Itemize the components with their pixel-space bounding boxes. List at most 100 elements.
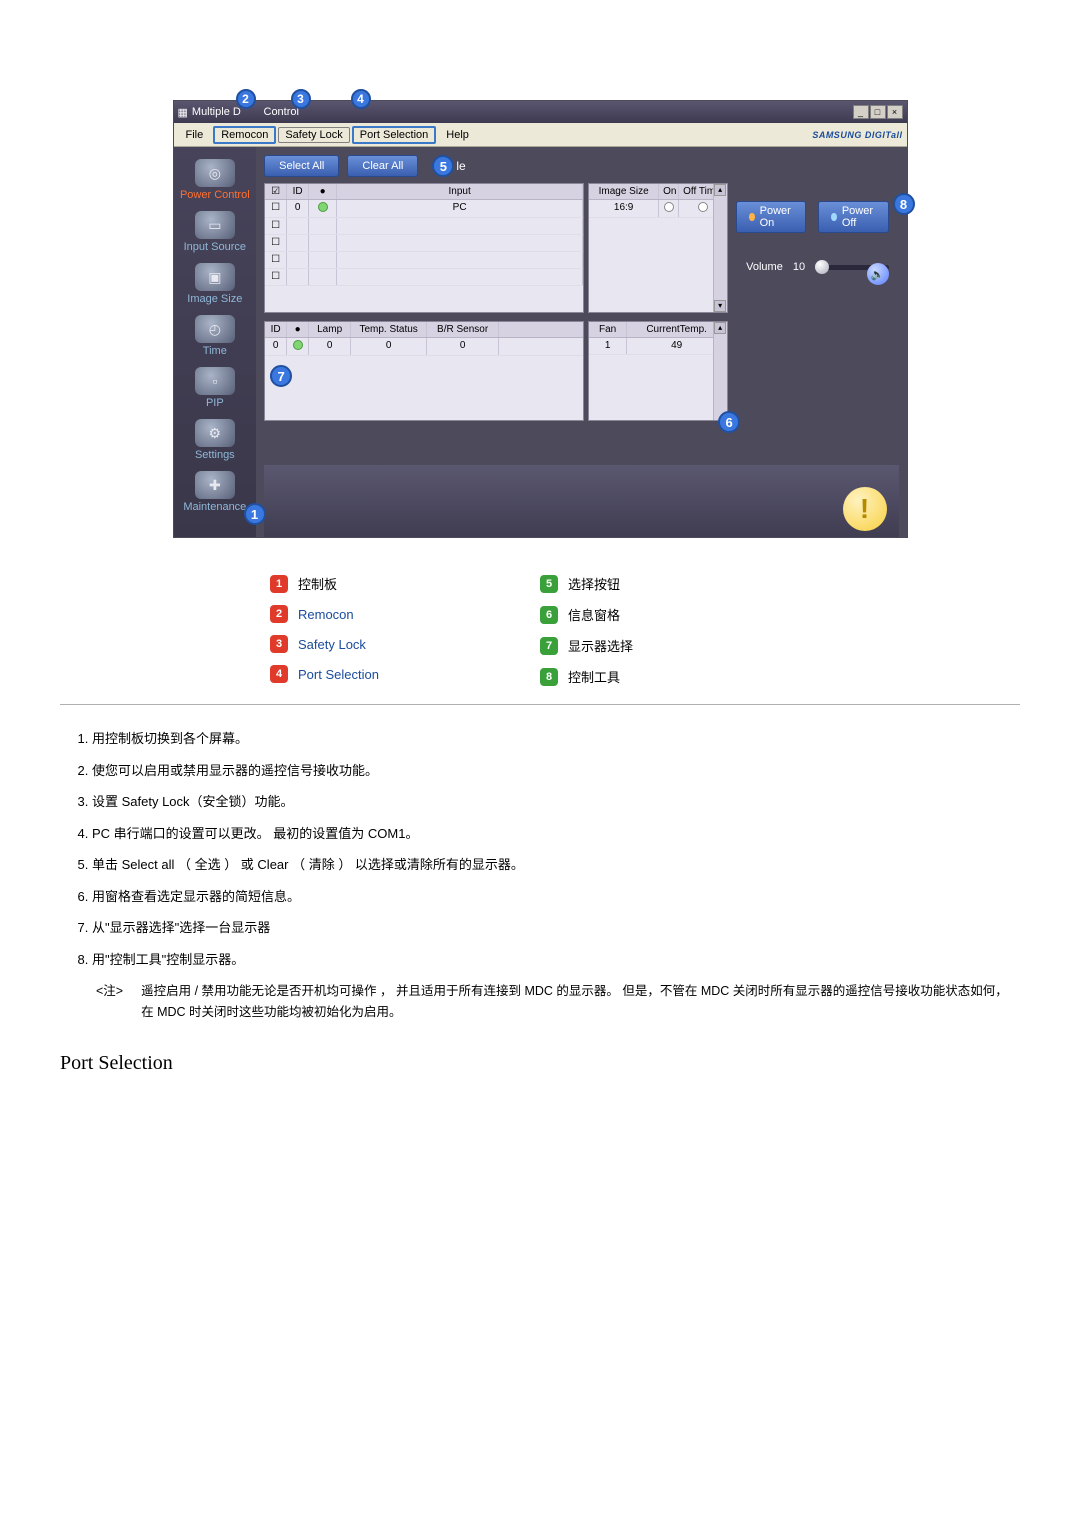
note-block: <注> 遥控启用 / 禁用功能无论是否开机均可操作 ， 并且适用于所有连接到 M… [96, 981, 1020, 1024]
row-input: PC [337, 200, 583, 217]
legend-text: 控制工具 [568, 667, 620, 686]
right-panel: Power On Power Off Volume 10 [736, 183, 898, 313]
power-on-button[interactable]: Power On [736, 201, 806, 233]
table-row[interactable]: ☐ [265, 252, 583, 269]
row-temp-status: 0 [351, 338, 427, 355]
row-current-temp: 49 [627, 338, 727, 354]
callout-2: 2 [236, 89, 256, 109]
sidebar-label: Settings [174, 449, 257, 461]
legend-num-3: 3 [270, 635, 288, 653]
explanation-7: 从"显示器选择"选择一台显示器 [92, 918, 1020, 938]
power-control-icon: ◎ [195, 159, 235, 187]
sidebar-item-time[interactable]: ◴ Time [174, 311, 257, 363]
explanation-list: 用控制板切换到各个屏幕。 使您可以启用或禁用显示器的遥控信号接收功能。 设置 S… [60, 729, 1020, 969]
title-suffix-text: le [456, 159, 465, 173]
legend-num-1: 1 [270, 575, 288, 593]
legend-text: Port Selection [298, 667, 379, 682]
col-image-size: Image Size [589, 184, 659, 199]
col-temp-status: Temp. Status [351, 322, 427, 337]
sidebar-item-pip[interactable]: ▫ PIP [174, 363, 257, 415]
sidebar-label: Image Size [174, 293, 257, 305]
legend-item: 5 选择按钮 [540, 568, 810, 599]
explanation-1: 用控制板切换到各个屏幕。 [92, 729, 1020, 749]
legend-num-5: 5 [540, 575, 558, 593]
legend-text: 选择按钮 [568, 574, 620, 593]
table-row[interactable]: 0 0 0 0 [265, 338, 583, 356]
table-row[interactable]: ☐ [265, 218, 583, 235]
row-id: 0 [265, 338, 287, 355]
table-row[interactable]: ☐ [265, 269, 583, 286]
select-all-button[interactable]: Select All [264, 155, 339, 177]
pip-icon: ▫ [195, 367, 235, 395]
close-button[interactable]: × [887, 105, 903, 119]
explanation-8: 用"控制工具"控制显示器。 [92, 950, 1020, 970]
callout-1: 1 [244, 503, 266, 525]
sidebar-item-image-size[interactable]: ▣ Image Size [174, 259, 257, 311]
sidebar-item-settings[interactable]: ⚙ Settings [174, 415, 257, 467]
col-check: ☑ [265, 184, 287, 199]
row-check[interactable]: ☐ [265, 200, 287, 217]
maintenance-icon: ✚ [195, 471, 235, 499]
sidebar-item-power-control[interactable]: ◎ Power Control [174, 155, 257, 207]
settings-icon: ⚙ [195, 419, 235, 447]
main-area: 8 Select All Clear All 5 le ☑ ID ● Input [256, 147, 906, 537]
scrollbar[interactable]: ▴ ▾ [713, 184, 727, 312]
menubar: File Remocon Safety Lock Port Selection … [174, 123, 907, 147]
titlebar: ▦ Multiple D XX Control _ □ × [174, 101, 907, 123]
scroll-down-icon[interactable]: ▾ [714, 300, 726, 312]
footer-area: ! [264, 465, 898, 537]
minimize-button[interactable]: _ [853, 105, 869, 119]
row-image-size: 16:9 [589, 200, 659, 217]
note-label: <注> [96, 981, 123, 1024]
menu-remocon[interactable]: Remocon [213, 126, 276, 144]
grid-upper-right: Image Size On Timer Off Timer 16:9 ▴ ▾ [588, 183, 728, 313]
sidebar-label: Power Control [174, 189, 257, 201]
table-row[interactable]: ☐ [265, 235, 583, 252]
clear-all-button[interactable]: Clear All [347, 155, 418, 177]
power-off-dot-icon [831, 213, 837, 221]
status-dot-icon [318, 202, 328, 212]
grid-header: Fan CurrentTemp. [589, 322, 727, 338]
power-buttons: Power On Power Off [736, 201, 898, 233]
legend-num-4: 4 [270, 665, 288, 683]
legend-text: Remocon [298, 607, 354, 622]
row-status [309, 200, 337, 217]
callout-7: 7 [270, 365, 292, 387]
alert-icon: ! [843, 487, 887, 531]
legend-num-6: 6 [540, 606, 558, 624]
title-prefix: Multiple D [192, 106, 241, 118]
menu-file[interactable]: File [178, 127, 212, 143]
grid-header: ☑ ID ● Input [265, 184, 583, 200]
top-buttons-row: Select All Clear All 5 le [264, 155, 898, 177]
separator [60, 704, 1020, 705]
menu-safety-lock[interactable]: Safety Lock [278, 127, 349, 143]
menu-port-selection[interactable]: Port Selection [352, 126, 436, 144]
table-row[interactable]: 1 49 [589, 338, 727, 355]
app-body: ◎ Power Control ▭ Input Source ▣ Image S… [174, 147, 907, 537]
explanation-4: PC 串行端口的设置可以更改。 最初的设置值为 COM1。 [92, 824, 1020, 844]
legend-text: 控制板 [298, 574, 337, 593]
legend-text: Safety Lock [298, 637, 366, 652]
power-off-button[interactable]: Power Off [818, 201, 888, 233]
legend: 1 控制板 2 Remocon 3 Safety Lock 4 Port Sel… [270, 568, 810, 692]
table-row[interactable]: ☐ 0 PC [265, 200, 583, 218]
scroll-up-icon[interactable]: ▴ [714, 184, 726, 196]
callout-8: 8 [893, 193, 915, 215]
maximize-button[interactable]: □ [870, 105, 886, 119]
sidebar-item-input-source[interactable]: ▭ Input Source [174, 207, 257, 259]
volume-thumb-icon[interactable] [815, 260, 829, 274]
row-lamp: 0 [309, 338, 351, 355]
scroll-up-icon[interactable]: ▴ [714, 322, 726, 334]
menu-help[interactable]: Help [438, 127, 477, 143]
empty-dot-icon [698, 202, 708, 212]
speaker-icon[interactable]: 🔈 [867, 263, 889, 285]
legend-item: 3 Safety Lock [270, 629, 540, 659]
col-input-header: Input [337, 184, 583, 199]
tables-row: ☑ ID ● Input ☐ 0 PC ☐ ☐ ☐ ☐ [264, 183, 898, 313]
col-status: ● [287, 322, 309, 337]
col-current-temp: CurrentTemp. [627, 322, 727, 337]
table-row[interactable]: 16:9 [589, 200, 727, 218]
samsung-logo: SAMSUNG DIGITall [812, 130, 902, 140]
scrollbar[interactable]: ▴ [713, 322, 727, 420]
sidebar-label: Input Source [174, 241, 257, 253]
